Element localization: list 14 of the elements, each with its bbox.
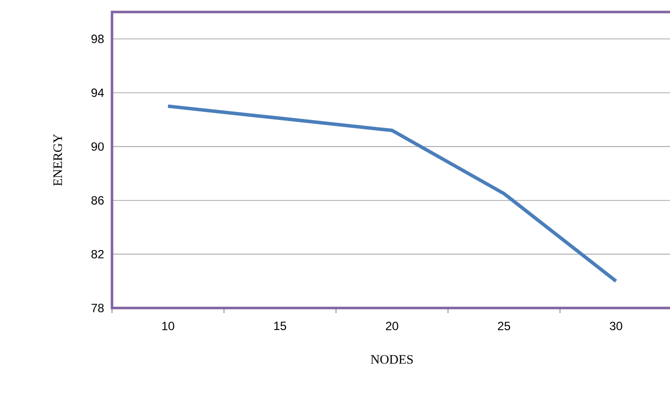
y-tick-label: 86 bbox=[91, 196, 104, 205]
y-tick-label: 90 bbox=[91, 142, 104, 151]
line-series bbox=[166, 104, 618, 283]
x-tick-label: 30 bbox=[610, 322, 622, 330]
y-tick-label: 94 bbox=[91, 88, 104, 97]
y-tick-label: 82 bbox=[91, 250, 104, 258]
x-tick-label: 25 bbox=[498, 322, 510, 330]
x-tick-label: 10 bbox=[162, 322, 174, 330]
x-axis-title: NODES bbox=[370, 355, 413, 364]
y-tick-label: 98 bbox=[91, 34, 104, 44]
y-axis-title: ENERGY bbox=[53, 134, 62, 186]
x-tick-label: 15 bbox=[274, 322, 286, 330]
y-tick-label: 78 bbox=[92, 304, 104, 312]
x-tick-label: 20 bbox=[386, 322, 398, 330]
